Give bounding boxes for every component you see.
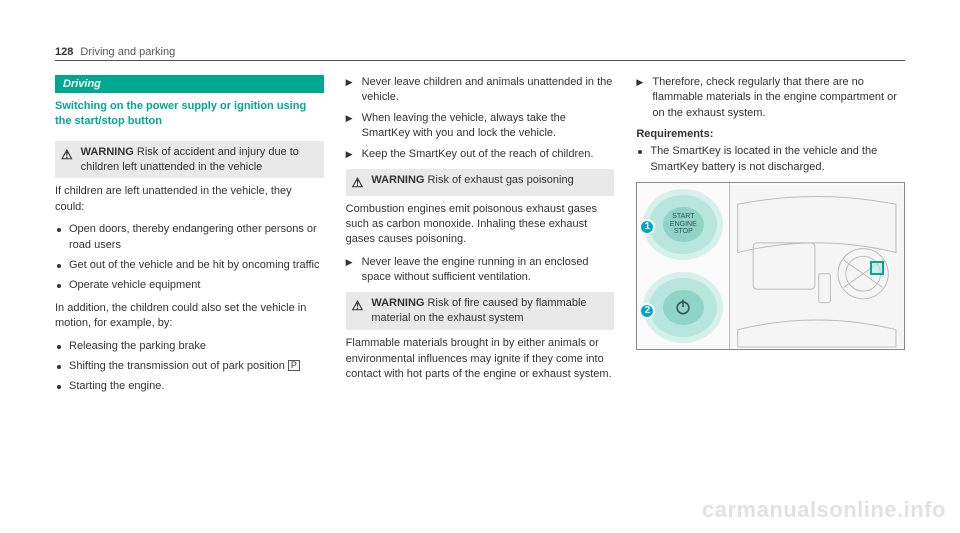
- list-item: Get out of the vehicle and be hit by onc…: [55, 258, 324, 273]
- warning-desc: Risk of exhaust gas poisoning: [425, 174, 574, 186]
- warning-text: WARNING Risk of exhaust gas poisoning: [371, 173, 573, 188]
- watermark: carmanualsonline.info: [702, 497, 946, 523]
- section-bar-driving: Driving: [55, 75, 324, 93]
- power-icon: [673, 297, 693, 317]
- list-item: Open doors, thereby endangering other pe…: [55, 222, 324, 253]
- paragraph: Flammable materials brought in by either…: [346, 336, 615, 382]
- engine-button-inner: [663, 290, 704, 325]
- list-item: Shifting the transmission out of park po…: [55, 359, 324, 374]
- warning-box-1: ⚠ WARNING Risk of accident and injury du…: [55, 141, 324, 179]
- bullet-list: The SmartKey is located in the vehicle a…: [636, 144, 905, 175]
- warning-icon: ⚠: [352, 296, 364, 315]
- page-section-title: Driving and parking: [80, 46, 175, 58]
- content-columns: Driving Switching on the power supply or…: [55, 75, 905, 402]
- illustration-buttons: START ENGINE STOP: [637, 183, 729, 349]
- list-item: Therefore, check regularly that there ar…: [636, 75, 905, 121]
- warning-label: WARNING: [371, 297, 424, 309]
- list-item: Never leave the engine running in an enc…: [346, 255, 615, 286]
- paragraph: If children are left unattended in the v…: [55, 184, 324, 215]
- list-item: Operate vehicle equipment: [55, 278, 324, 293]
- start-button-illustration: START ENGINE STOP 1 2: [636, 182, 905, 350]
- engine-start-button-large: START ENGINE STOP: [643, 189, 723, 260]
- requirements-title: Requirements:: [636, 128, 905, 140]
- list-item: Starting the engine.: [55, 379, 324, 394]
- paragraph: In addition, the children could also set…: [55, 301, 324, 332]
- list-item-text: Shifting the transmission out of park po…: [69, 360, 288, 372]
- action-list: Never leave children and animals unatten…: [346, 75, 615, 162]
- warning-icon: ⚠: [352, 173, 364, 192]
- paragraph: Combustion engines emit poisonous exhaus…: [346, 202, 615, 248]
- warning-label: WARNING: [371, 174, 424, 186]
- dashboard-sketch: [729, 183, 904, 349]
- action-list: Never leave the engine running in an enc…: [346, 255, 615, 286]
- bullet-list: Open doors, thereby endangering other pe…: [55, 222, 324, 294]
- column-3: Therefore, check regularly that there ar…: [636, 75, 905, 402]
- list-item: Keep the SmartKey out of the reach of ch…: [346, 147, 615, 162]
- warning-box-3: ⚠ WARNING Risk of fire caused by flammab…: [346, 292, 615, 330]
- callout-highlight-box: [870, 261, 884, 275]
- bullet-list: Releasing the parking brake Shifting the…: [55, 339, 324, 395]
- subheading: Switching on the power supply or ignitio…: [55, 99, 324, 129]
- list-item: Releasing the parking brake: [55, 339, 324, 354]
- page-header: 128 Driving and parking: [55, 46, 905, 61]
- warning-text: WARNING Risk of accident and injury due …: [81, 145, 318, 175]
- page-number: 128: [55, 46, 73, 58]
- warning-label: WARNING: [81, 146, 134, 158]
- list-item: Never leave children and animals unatten…: [346, 75, 615, 106]
- column-1: Driving Switching on the power supply or…: [55, 75, 324, 402]
- engine-button-label: START ENGINE STOP: [663, 207, 704, 242]
- park-symbol: P: [288, 360, 300, 371]
- action-list: Therefore, check regularly that there ar…: [636, 75, 905, 121]
- list-item: The SmartKey is located in the vehicle a…: [636, 144, 905, 175]
- engine-start-button-small: [643, 272, 723, 343]
- warning-icon: ⚠: [61, 145, 73, 164]
- warning-box-2: ⚠ WARNING Risk of exhaust gas poisoning: [346, 169, 615, 196]
- column-2: Never leave children and animals unatten…: [346, 75, 615, 402]
- warning-text: WARNING Risk of fire caused by flammable…: [371, 296, 608, 326]
- list-item: When leaving the vehicle, always take th…: [346, 111, 615, 142]
